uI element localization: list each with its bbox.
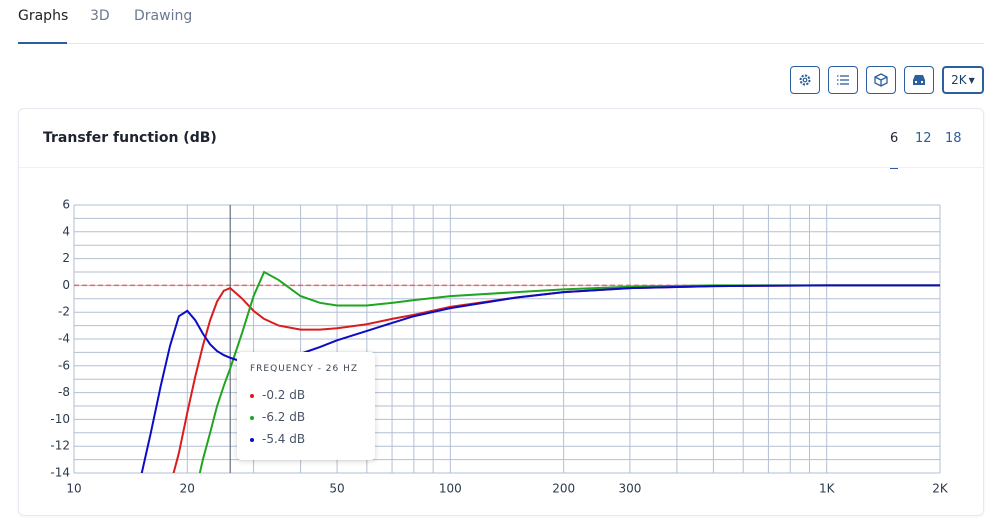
tab[interactable]: Drawing — [134, 8, 193, 24]
icon — [837, 75, 849, 85]
card-title: Transfer function (dB) — [43, 130, 217, 146]
tooltip: FREQUENCY - 26 HZ -0.2 dB -6.2 dB -5.4 dB — [237, 352, 375, 460]
y-tick-label: -8 — [58, 385, 70, 399]
y-tick-label: -10 — [50, 412, 70, 426]
icon — [874, 73, 888, 87]
y-tick-label: 6 — [62, 198, 70, 212]
y-tick-label: 2 — [62, 251, 70, 265]
tooltip-item: -0.2 dB — [250, 388, 305, 402]
x-tick-label: 10 — [66, 482, 81, 496]
y-tick-label: -2 — [58, 305, 70, 319]
y-tick-label: -6 — [58, 358, 70, 372]
legend-dot — [250, 437, 254, 442]
legend-dot — [250, 393, 254, 398]
tooltip-value: -5.4 dB — [262, 432, 306, 446]
series-line — [198, 270, 940, 473]
list-button[interactable] — [828, 66, 858, 94]
cube-button[interactable] — [866, 66, 896, 94]
settings-button[interactable] — [790, 66, 820, 94]
tab-indicator — [18, 42, 67, 44]
y-tick-label: 4 — [62, 224, 70, 238]
x-tick-label: 100 — [439, 482, 462, 496]
order-option[interactable]: 6 — [890, 131, 899, 146]
y-tick-label: 0 — [62, 278, 70, 292]
tab[interactable]: 3D — [90, 8, 110, 24]
option-indicator — [890, 167, 898, 169]
legend-dot — [250, 415, 254, 420]
chart-card: Transfer function (dB) 6 12 18 — [18, 108, 984, 516]
x-tick-label: 200 — [552, 482, 575, 496]
tab-divider — [18, 43, 984, 44]
y-tick-label: -14 — [50, 466, 70, 480]
car-button[interactable] — [904, 66, 934, 94]
x-tick-label: 2K — [932, 482, 949, 496]
range-dropdown[interactable]: 2K ▼ — [942, 66, 984, 94]
tooltip-item: -6.2 dB — [250, 410, 305, 424]
caret: ▼ — [968, 75, 975, 85]
icon — [913, 75, 925, 85]
tab[interactable]: Graphs — [18, 8, 69, 24]
icon — [799, 74, 811, 86]
y-tick-label: -12 — [50, 439, 70, 453]
x-tick-label: 1K — [819, 482, 836, 496]
order-option[interactable]: 18 — [945, 131, 962, 146]
dropdown-label: 2K — [951, 73, 967, 87]
order-option[interactable]: 12 — [915, 131, 932, 146]
x-tick-label: 300 — [618, 482, 641, 496]
tooltip-value: -0.2 dB — [262, 388, 306, 402]
y-tick-label: -4 — [58, 332, 70, 346]
tooltip-item: -5.4 dB — [250, 432, 305, 446]
tooltip-title: FREQUENCY - 26 HZ — [250, 364, 359, 374]
tooltip-value: -6.2 dB — [262, 410, 306, 424]
x-tick-label: 50 — [329, 482, 344, 496]
card-divider — [19, 167, 983, 168]
x-tick-label: 20 — [180, 482, 195, 496]
